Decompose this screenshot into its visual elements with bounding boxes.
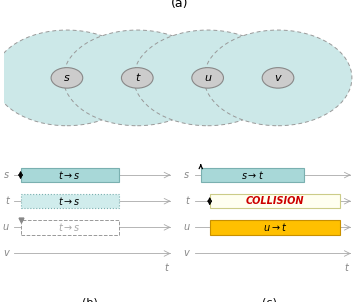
Text: u: u	[183, 222, 189, 232]
Bar	[201, 168, 304, 182]
Text: s: s	[4, 170, 9, 180]
Text: t: t	[135, 73, 139, 83]
Text: t: t	[164, 263, 168, 273]
Ellipse shape	[192, 68, 223, 88]
Ellipse shape	[51, 68, 83, 88]
Text: v: v	[3, 249, 9, 259]
Text: (a): (a)	[171, 0, 188, 10]
Text: $t \rightarrow s$: $t \rightarrow s$	[59, 195, 81, 207]
Ellipse shape	[64, 30, 211, 126]
Ellipse shape	[134, 30, 281, 126]
Text: t: t	[185, 196, 189, 206]
Text: v: v	[183, 249, 189, 259]
Text: v: v	[275, 73, 281, 83]
Text: s: s	[184, 170, 189, 180]
Text: s: s	[64, 73, 70, 83]
Bar	[20, 194, 119, 208]
Text: t: t	[5, 196, 9, 206]
Text: $t \rightarrow s$: $t \rightarrow s$	[59, 221, 81, 233]
Bar	[210, 194, 340, 208]
Text: COLLISION: COLLISION	[246, 196, 304, 206]
Bar	[20, 168, 119, 182]
Text: $t \rightarrow s$: $t \rightarrow s$	[59, 169, 81, 181]
Text: (c): (c)	[262, 297, 277, 302]
Text: $s \rightarrow t$: $s \rightarrow t$	[241, 169, 264, 181]
Ellipse shape	[204, 30, 352, 126]
Text: (b): (b)	[81, 297, 97, 302]
Text: t: t	[345, 263, 348, 273]
Text: u: u	[3, 222, 9, 232]
Ellipse shape	[121, 68, 153, 88]
Ellipse shape	[0, 30, 141, 126]
Ellipse shape	[262, 68, 294, 88]
Bar	[210, 220, 340, 235]
Text: $u \rightarrow t$: $u \rightarrow t$	[263, 221, 287, 233]
Bar	[20, 220, 119, 235]
Text: u: u	[204, 73, 211, 83]
